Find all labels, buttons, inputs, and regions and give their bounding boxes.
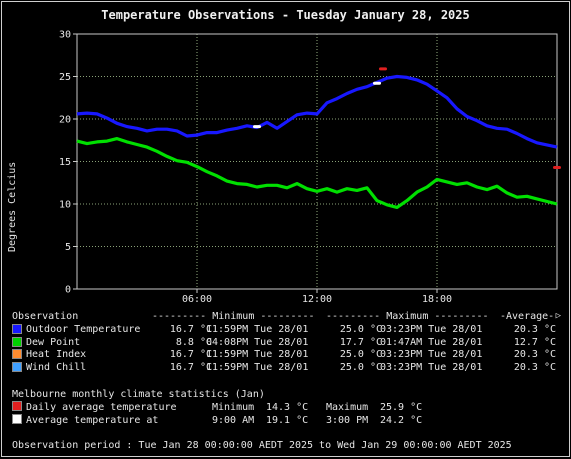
monthly-col1-value: 19.1 °C [266, 414, 309, 426]
x-tick-label: 06:00 [182, 294, 212, 302]
series-swatch [12, 362, 22, 373]
max-time: 03:23PM Tue 28/01 [380, 362, 483, 374]
y-tick-label: 20 [59, 115, 71, 126]
y-tick-label: 25 [59, 72, 71, 83]
y-tick-label: 30 [59, 30, 71, 41]
monthly-heading-text: Melbourne monthly climate statistics (Ja… [12, 389, 265, 400]
climate-marker [553, 165, 561, 169]
min-time: 11:59PM Tue 28/01 [206, 323, 309, 335]
monthly-col2-value: 25.9 °C [380, 401, 423, 413]
stats-row: Wind Chill 16.7 °C 11:59PM Tue 28/01 25.0 °… [12, 362, 556, 375]
y-tick-label: 5 [65, 242, 71, 253]
monthly-col2-label: Maximum [326, 401, 369, 413]
stats-row: Outdoor Temperature 16.7 °C 11:59PM Tue 28… [12, 323, 556, 337]
monthly-stats: Melbourne monthly climate statistics (Ja… [12, 388, 422, 427]
y-tick-label: 10 [59, 200, 71, 211]
series-name: Outdoor Temperature [26, 323, 141, 335]
x-tick-label: 12:00 [302, 294, 332, 302]
min-value: 16.7 °C [169, 323, 212, 335]
stats-row: Dew Point 8.8 °C 04:08PM Tue 28/01 17.7 °C 0… [12, 336, 556, 350]
monthly-col1-value: 14.3 °C [266, 401, 309, 413]
max-value: 25.0 °C [339, 349, 382, 361]
monthly-heading: Melbourne monthly climate statistics (Ja… [12, 388, 265, 401]
header-average: -Average- [500, 311, 555, 322]
monthly-col1-label: 9:00 AM [212, 414, 255, 426]
monthly-swatch [12, 400, 22, 411]
climate-marker [253, 125, 261, 129]
series-swatch [12, 323, 22, 334]
plot-area: 0 5 10 15 20 25 30 06:00 12:00 18:00 [59, 30, 561, 302]
cursor-marker-icon: ▷ [555, 311, 561, 321]
avg-value: 20.3 °C [513, 323, 556, 335]
series-name: Dew Point [26, 336, 81, 348]
min-time: 04:08PM Tue 28/01 [206, 336, 309, 348]
observation-period: Observation period : Tue Jan 28 00:00:00… [12, 440, 512, 451]
monthly-label: Daily average temperature [26, 401, 177, 413]
max-value: 25.0 °C [339, 323, 382, 335]
min-value: 8.8 °C [175, 336, 212, 348]
avg-value: 12.7 °C [513, 336, 556, 348]
series-name: Heat Index [26, 349, 87, 361]
monthly-rows: Daily average temperature Minimum 14.3 °C M… [12, 400, 422, 427]
monthly-row: Daily average temperature Minimum 14.3 °C M… [12, 400, 422, 414]
monthly-col1-label: Minimum [212, 401, 255, 413]
y-tick-label: 0 [65, 285, 71, 296]
avg-value: 20.3 °C [513, 349, 556, 361]
stats-table: Observation --------- Minimum --------- … [12, 311, 556, 375]
monthly-label: Average temperature at [26, 414, 159, 426]
max-value: 25.0 °C [339, 362, 382, 374]
monthly-col2-label: 3:00 PM [326, 414, 369, 426]
min-value: 16.7 °C [169, 362, 212, 374]
header-minimum: --------- Minimum --------- [152, 311, 315, 322]
max-time: 03:23PM Tue 28/01 [380, 349, 483, 361]
climate-marker [379, 67, 387, 71]
chart-title: Temperature Observations - Tuesday Janua… [101, 8, 470, 22]
monthly-col2-value: 24.2 °C [380, 414, 423, 426]
series-swatch [12, 349, 22, 360]
header-maximum: --------- Maximum --------- [326, 311, 489, 322]
max-time: 03:23PM Tue 28/01 [380, 323, 483, 335]
climate-marker [373, 81, 381, 85]
series-swatch [12, 336, 22, 347]
max-value: 17.7 °C [339, 336, 382, 348]
min-value: 16.7 °C [169, 349, 212, 361]
header-observation: Observation [12, 311, 79, 322]
series-line-outdoor-temperature [76, 74, 558, 149]
monthly-row: Average temperature at 9:00 AM 19.1 °C 3:00… [12, 413, 422, 427]
avg-value: 20.3 °C [513, 362, 556, 374]
min-time: 11:59PM Tue 28/01 [206, 362, 309, 374]
stats-row: Heat Index 16.7 °C 11:59PM Tue 28/01 25.0 °… [12, 349, 556, 362]
stats-header: Observation --------- Minimum --------- … [12, 311, 554, 324]
y-tick-label: 15 [59, 157, 71, 168]
max-time: 01:47AM Tue 28/01 [380, 336, 483, 348]
series-name: Wind Chill [26, 362, 87, 374]
min-time: 11:59PM Tue 28/01 [206, 349, 309, 361]
x-tick-label: 18:00 [422, 294, 452, 302]
monthly-swatch [12, 413, 22, 424]
stats-rows: Outdoor Temperature 16.7 °C 11:59PM Tue 28… [12, 323, 556, 375]
series-line-dew-point [76, 137, 558, 209]
